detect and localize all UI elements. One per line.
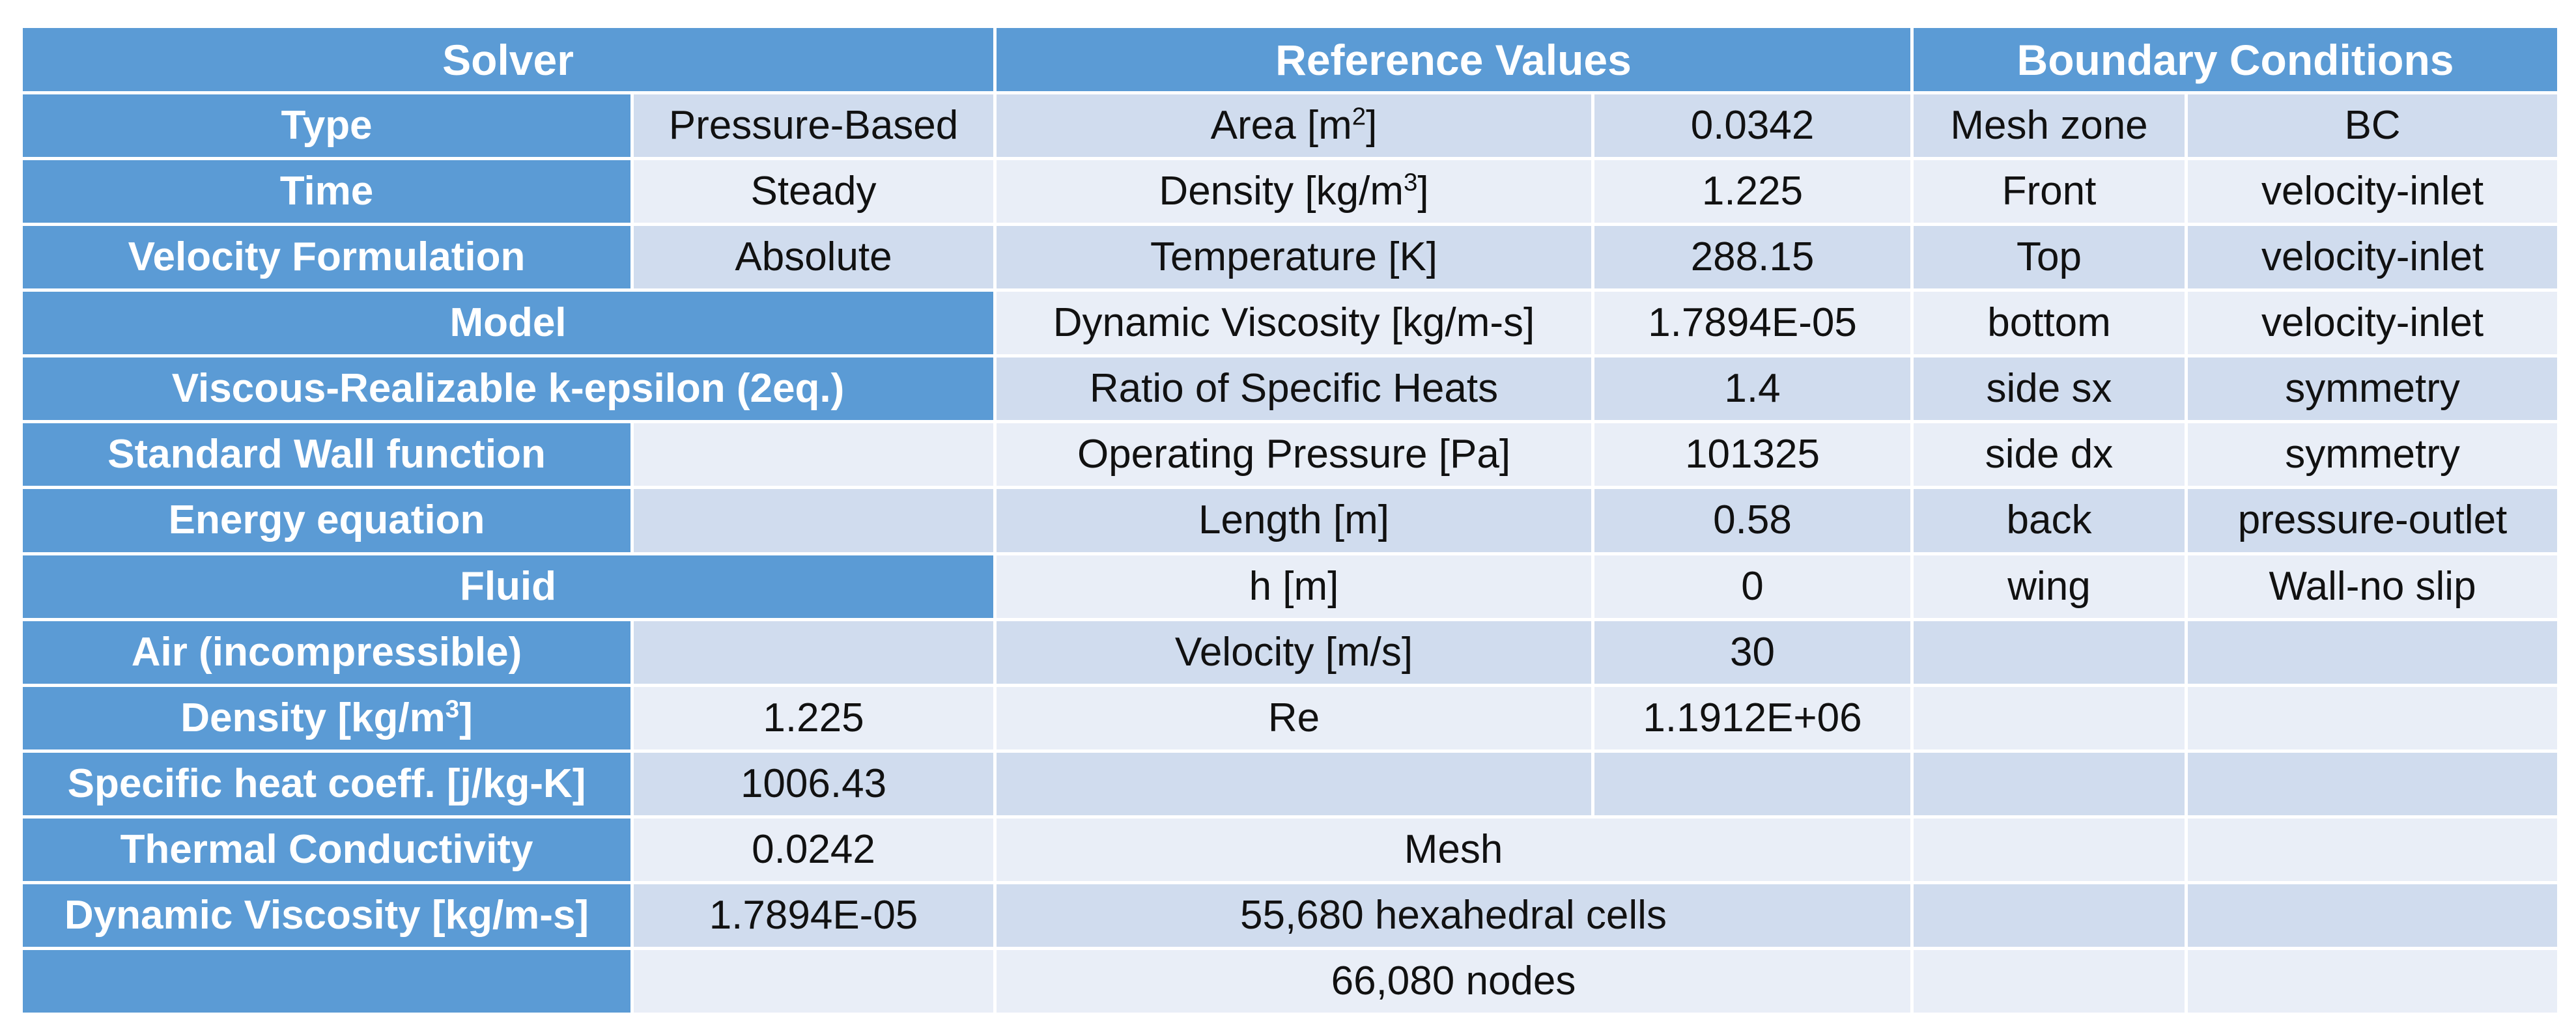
area-label: Area [m2] [993,91,1594,161]
table-row: Specific heat coeff. [j/kg-K] 1006.43 [20,749,2561,819]
table-row: Solver Reference Values Boundary Conditi… [20,24,2561,95]
empty-cell [630,946,997,1016]
table-row: Air (incompressible) Velocity [m/s] 30 [20,617,2561,687]
h-value: 0 [1591,552,1914,621]
temperature-label: Temperature [K] [993,223,1594,292]
mesh-zone-cell: bottom [1910,288,2188,358]
re-label: Re [993,683,1594,753]
mesh-zone-cell: Top [1910,223,2188,292]
mesh-zone-cell: back [1910,486,2188,555]
mesh-zone-cell: side dx [1910,420,2188,490]
empty-cell [2185,617,2561,687]
thermal-conductivity-value: 0.0242 [630,815,997,884]
h-label: h [m] [993,552,1594,621]
empty-cell [1910,880,2188,950]
bc-cell: symmetry [2185,354,2561,424]
bc-cell: symmetry [2185,420,2561,490]
bc-column-header: BC [2185,91,2561,161]
empty-cell [1591,749,1914,819]
velocity-value: 30 [1591,617,1914,687]
velocity-formulation-label: Velocity Formulation [20,223,634,292]
reference-viscosity-label: Dynamic Viscosity [kg/m-s] [993,288,1594,358]
length-value: 0.58 [1591,486,1914,555]
mesh-nodes: 66,080 nodes [993,946,1914,1016]
table-row: Type Pressure-Based Area [m2] 0.0342 Mes… [20,91,2561,161]
thermal-conductivity-label: Thermal Conductivity [20,815,634,884]
empty-cell [2185,683,2561,753]
empty-cell [993,749,1594,819]
table-row: Dynamic Viscosity [kg/m-s] 1.7894E-05 55… [20,880,2561,950]
fluid-density-value: 1.225 [630,683,997,753]
re-value: 1.1912E+06 [1591,683,1914,753]
operating-pressure-label: Operating Pressure [Pa] [993,420,1594,490]
wall-function: Standard Wall function [20,420,634,490]
empty-cell [630,486,997,555]
temperature-value: 288.15 [1591,223,1914,292]
mesh-zone-cell: side sx [1910,354,2188,424]
fluid-viscosity-value: 1.7894E-05 [630,880,997,950]
mesh-zone-cell: wing [1910,552,2188,621]
operating-pressure-value: 101325 [1591,420,1914,490]
table-row: Fluid h [m] 0 wing Wall-no slip [20,552,2561,621]
ratio-heats-value: 1.4 [1591,354,1914,424]
fluid-viscosity-label: Dynamic Viscosity [kg/m-s] [20,880,634,950]
table-row: Model Dynamic Viscosity [kg/m-s] 1.7894E… [20,288,2561,358]
velocity-label: Velocity [m/s] [993,617,1594,687]
model-header: Model [20,288,997,358]
empty-cell [2185,880,2561,950]
empty-cell [2185,749,2561,819]
table-row: Velocity Formulation Absolute Temperatur… [20,223,2561,292]
table-row: Time Steady Density [kg/m3] 1.225 Front … [20,157,2561,227]
bc-cell: velocity-inlet [2185,223,2561,292]
velocity-formulation-value: Absolute [630,223,997,292]
length-label: Length [m] [993,486,1594,555]
specific-heat-value: 1006.43 [630,749,997,819]
empty-cell [1910,749,2188,819]
empty-cell [1910,617,2188,687]
solver-header: Solver [20,24,997,95]
fluid-header: Fluid [20,552,997,621]
mesh-zone-cell: Front [1910,157,2188,227]
fluid-density-label: Density [kg/m3] [20,683,634,753]
simulation-setup-table: Solver Reference Values Boundary Conditi… [20,24,2561,1016]
type-value: Pressure-Based [630,91,997,161]
energy-equation: Energy equation [20,486,634,555]
reference-viscosity-value: 1.7894E-05 [1591,288,1914,358]
empty-cell [2185,946,2561,1016]
reference-density-value: 1.225 [1591,157,1914,227]
table-row: Energy equation Length [m] 0.58 back pre… [20,486,2561,555]
empty-cell [1910,683,2188,753]
mesh-zone-column-header: Mesh zone [1910,91,2188,161]
bc-cell: pressure-outlet [2185,486,2561,555]
bc-cell: Wall-no slip [2185,552,2561,621]
empty-header-cell [20,946,634,1016]
empty-cell [630,420,997,490]
bc-cell: velocity-inlet [2185,288,2561,358]
empty-cell [1910,946,2188,1016]
reference-values-header: Reference Values [993,24,1914,95]
area-value: 0.0342 [1591,91,1914,161]
ratio-heats-label: Ratio of Specific Heats [993,354,1594,424]
fluid-name: Air (incompressible) [20,617,634,687]
viscous-model: Viscous-Realizable k-epsilon (2eq.) [20,354,997,424]
empty-cell [2185,815,2561,884]
specific-heat-label: Specific heat coeff. [j/kg-K] [20,749,634,819]
boundary-conditions-header: Boundary Conditions [1910,24,2561,95]
time-label: Time [20,157,634,227]
type-label: Type [20,91,634,161]
reference-density-label: Density [kg/m3] [993,157,1594,227]
table-row: Viscous-Realizable k-epsilon (2eq.) Rati… [20,354,2561,424]
bc-cell: velocity-inlet [2185,157,2561,227]
time-value: Steady [630,157,997,227]
empty-cell [630,617,997,687]
mesh-cells: 55,680 hexahedral cells [993,880,1914,950]
table-row: Density [kg/m3] 1.225 Re 1.1912E+06 [20,683,2561,753]
empty-cell [1910,815,2188,884]
table-row: Thermal Conductivity 0.0242 Mesh [20,815,2561,884]
table-row: 66,080 nodes [20,946,2561,1016]
table-row: Standard Wall function Operating Pressur… [20,420,2561,490]
mesh-header: Mesh [993,815,1914,884]
